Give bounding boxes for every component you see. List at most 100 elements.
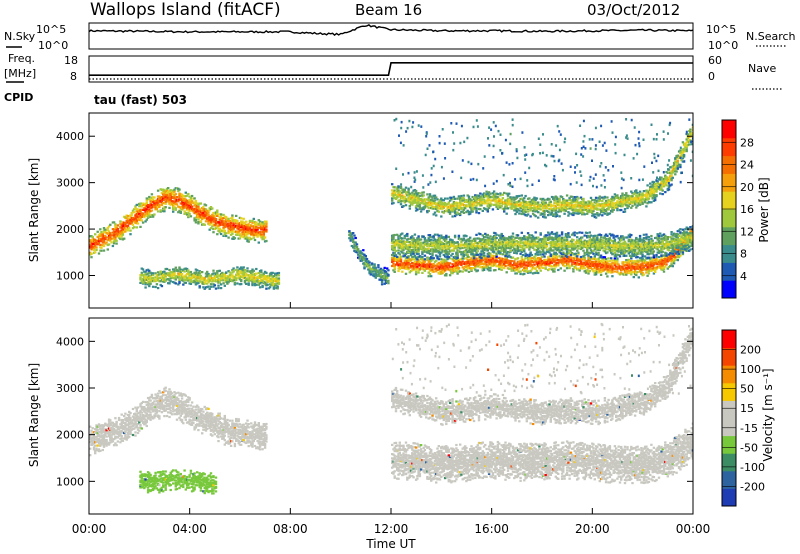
heat-cell xyxy=(180,195,184,198)
heat-cell xyxy=(583,239,586,242)
heat-cell xyxy=(562,244,565,247)
heat-cell xyxy=(417,200,420,203)
heat-cell xyxy=(647,240,651,243)
heat-cell xyxy=(472,258,476,261)
heat-cell xyxy=(359,259,362,262)
heat-cell xyxy=(252,275,255,278)
heat-cell xyxy=(631,271,634,274)
heat-cell xyxy=(144,220,147,223)
heat-cell xyxy=(530,234,534,237)
heat-cell xyxy=(586,269,589,272)
heat-cell xyxy=(399,236,403,240)
heat-cell xyxy=(258,274,262,277)
heat-cell xyxy=(193,219,196,222)
heat-cell xyxy=(216,275,219,278)
heat-cell xyxy=(442,268,445,271)
heat-cell xyxy=(421,255,424,259)
heat-cell xyxy=(445,244,448,247)
heat-cell xyxy=(232,267,235,270)
heat-cell xyxy=(374,273,377,276)
heat-cell xyxy=(393,246,396,249)
heat-cell xyxy=(480,257,483,260)
heat-cell xyxy=(413,200,417,203)
heat-cell xyxy=(409,237,413,240)
heat-cell xyxy=(505,237,508,240)
heat-cell xyxy=(446,242,449,245)
heat-cell xyxy=(622,261,625,264)
heat-cell xyxy=(665,245,668,248)
heat-cell xyxy=(510,256,513,259)
heat-cell xyxy=(169,190,172,193)
heat-cell xyxy=(484,256,487,259)
heat-cell xyxy=(455,270,458,273)
heat-cell xyxy=(238,237,242,240)
heat-cell xyxy=(453,236,457,239)
heat-cell xyxy=(223,229,226,232)
heat-cell xyxy=(276,285,279,288)
heat-cell xyxy=(530,264,534,267)
heat-cell xyxy=(411,193,414,196)
heat-cell xyxy=(662,236,666,240)
heat-cell xyxy=(617,263,620,266)
heat-cell xyxy=(620,235,623,238)
heat-cell xyxy=(182,203,185,207)
heat-cell xyxy=(187,273,190,276)
heat-cell xyxy=(100,249,103,252)
heat-cell xyxy=(204,208,208,211)
heat-cell xyxy=(646,266,649,269)
heat-cell xyxy=(167,282,170,285)
heat-cell xyxy=(377,264,380,267)
heat-cell xyxy=(462,238,466,242)
heat-cell xyxy=(397,269,400,273)
heat-cell xyxy=(114,233,117,236)
heat-cell xyxy=(450,271,453,274)
heat-cell xyxy=(134,214,137,217)
heat-cell xyxy=(635,267,638,270)
heat-cell xyxy=(482,262,486,265)
heat-cell xyxy=(450,244,453,247)
heat-cell xyxy=(515,236,518,239)
heat-cell xyxy=(593,248,596,251)
heat-cell xyxy=(689,248,692,251)
heat-cell xyxy=(408,194,411,197)
nsky-series-line xyxy=(88,24,694,37)
heat-cell xyxy=(490,264,493,267)
heat-cell xyxy=(568,267,571,270)
heat-cell xyxy=(560,236,564,239)
heat-cell xyxy=(156,203,160,206)
heat-cell xyxy=(174,207,177,210)
heat-cell xyxy=(650,245,653,248)
heat-cell xyxy=(188,203,191,207)
heat-cell xyxy=(265,239,268,243)
heat-cell xyxy=(633,250,637,253)
heat-cell xyxy=(240,217,243,220)
heat-cell xyxy=(557,246,560,250)
heat-cell xyxy=(568,256,571,259)
heat-cell xyxy=(368,271,371,274)
heat-cell xyxy=(411,249,414,252)
heat-cell xyxy=(426,267,429,270)
heat-cell xyxy=(572,232,575,235)
heat-cell xyxy=(201,271,204,274)
heat-cell xyxy=(414,209,418,212)
heat-cell xyxy=(384,281,388,284)
heat-cell xyxy=(525,261,528,264)
heat-cell xyxy=(501,260,505,263)
heat-cell xyxy=(408,246,411,249)
heat-cell xyxy=(257,271,260,275)
heat-cell xyxy=(432,239,435,242)
heat-cell xyxy=(538,257,541,260)
heat-cell xyxy=(447,263,450,267)
heat-cell xyxy=(404,186,408,189)
heat-cell xyxy=(652,262,656,265)
heat-cell xyxy=(232,236,235,239)
heat-cell xyxy=(538,262,541,265)
heat-cell xyxy=(446,253,449,256)
heat-cell xyxy=(635,245,638,248)
heat-cell xyxy=(151,285,155,288)
heat-cell xyxy=(505,260,508,263)
heat-cell xyxy=(495,255,498,258)
heat-cell xyxy=(193,207,196,211)
station-title: Wallops Island (fitACF) xyxy=(90,0,281,20)
heat-cell xyxy=(607,244,610,247)
